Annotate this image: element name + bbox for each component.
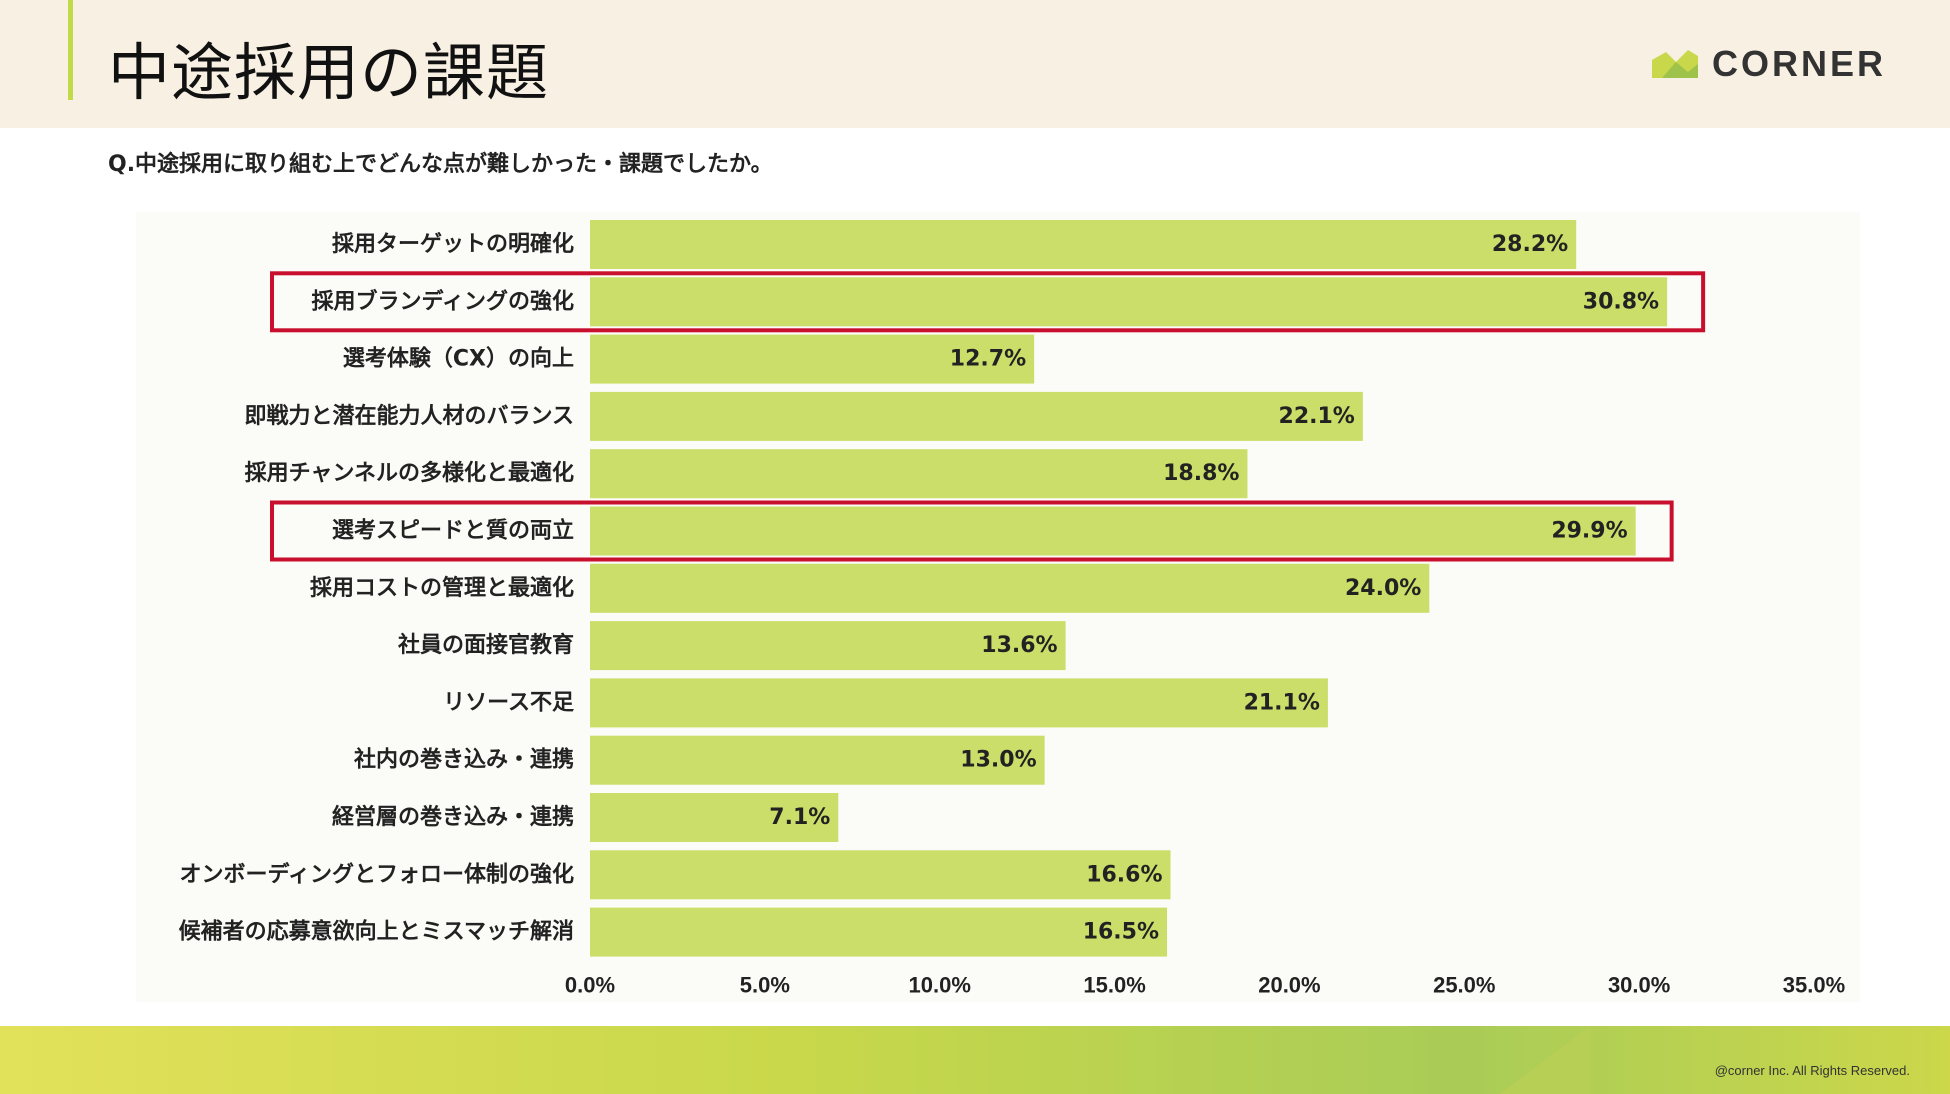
copyright: @corner Inc. All Rights Reserved. xyxy=(1714,1063,1910,1078)
chart-area: 採用ターゲットの明確化 28.2% 採用ブランディングの強化 30.8% 選考体験（CX… xyxy=(136,212,1860,1002)
x-tick-label: 15.0% xyxy=(1083,972,1145,997)
category-label: オンボーディングとフォロー体制の強化 xyxy=(180,861,574,887)
category-label: 社員の面接官教育 xyxy=(398,632,574,658)
x-tick-label: 5.0% xyxy=(740,972,790,997)
data-label: 7.1% xyxy=(769,805,830,830)
data-label: 28.2% xyxy=(1492,232,1568,257)
category-label: 即戦力と潜在能力人材のバランス xyxy=(244,403,574,429)
logo-text: CORNER xyxy=(1711,43,1886,84)
header: 中途採用の課題 CORNER xyxy=(0,0,1950,128)
data-label: 30.8% xyxy=(1583,289,1659,314)
bar xyxy=(590,449,1248,499)
category-label: 採用コストの管理と最適化 xyxy=(310,575,574,601)
bar xyxy=(590,850,1171,900)
data-label: 12.7% xyxy=(950,347,1026,372)
data-label: 29.9% xyxy=(1551,519,1627,544)
bar xyxy=(590,907,1168,957)
data-label: 16.6% xyxy=(1086,862,1162,887)
bar xyxy=(590,621,1066,671)
category-label: 採用ブランディングの強化 xyxy=(312,288,574,314)
bar xyxy=(590,220,1577,269)
category-label: 選考スピードと質の両立 xyxy=(332,518,574,544)
data-label: 22.1% xyxy=(1279,404,1355,429)
category-label: 選考体験（CX）の向上 xyxy=(343,346,574,372)
data-label: 13.6% xyxy=(981,633,1057,658)
accent-bar xyxy=(68,0,73,100)
category-label: 社内の巻き込み・連携 xyxy=(354,747,574,773)
x-tick-label: 30.0% xyxy=(1608,972,1670,997)
highlight-box xyxy=(270,271,1706,333)
bar xyxy=(590,391,1363,441)
x-tick-label: 10.0% xyxy=(909,972,971,997)
category-label: 採用ターゲットの明確化 xyxy=(332,231,574,257)
bar xyxy=(590,277,1668,327)
bar xyxy=(590,506,1636,556)
bar xyxy=(590,793,839,842)
category-label: 採用チャンネルの多様化と最適化 xyxy=(245,460,574,486)
bar xyxy=(590,563,1430,613)
data-label: 16.5% xyxy=(1083,920,1159,945)
x-tick-label: 25.0% xyxy=(1433,972,1495,997)
category-label: リソース不足 xyxy=(443,690,574,715)
highlight-box xyxy=(270,500,1674,562)
bar xyxy=(590,334,1035,384)
footer: @corner Inc. All Rights Reserved. xyxy=(0,1026,1950,1094)
x-tick-label: 20.0% xyxy=(1258,972,1320,997)
corner-logo-icon xyxy=(1651,50,1698,78)
footer-stripe xyxy=(1500,1026,1590,1094)
data-label: 13.0% xyxy=(960,748,1036,773)
bar xyxy=(590,735,1045,785)
corner-logo: CORNER xyxy=(1651,43,1886,84)
page-title: 中途採用の課題 xyxy=(108,36,550,109)
bar-chart: 採用ターゲットの明確化 28.2% 採用ブランディングの強化 30.8% 選考体験（CX… xyxy=(179,220,1845,997)
data-label: 21.1% xyxy=(1244,690,1320,715)
x-tick-label: 35.0% xyxy=(1783,972,1845,997)
data-label: 18.8% xyxy=(1163,461,1239,486)
category-label: 候補者の応募意欲向上とミスマッチ解消 xyxy=(179,919,574,945)
survey-question: Q.中途採用に取り組む上でどんな点が難しかった・課題でしたか。 xyxy=(108,152,773,177)
category-label: 経営層の巻き込み・連携 xyxy=(332,804,574,830)
data-label: 24.0% xyxy=(1345,576,1421,601)
bar xyxy=(590,678,1328,728)
x-tick-label: 0.0% xyxy=(565,972,615,997)
